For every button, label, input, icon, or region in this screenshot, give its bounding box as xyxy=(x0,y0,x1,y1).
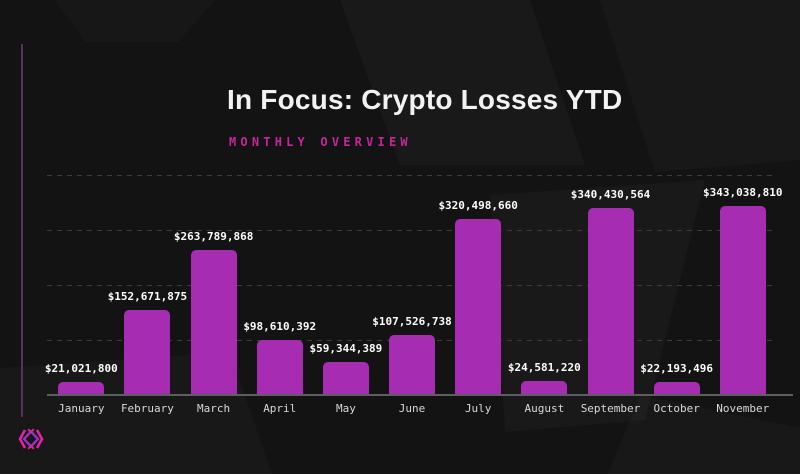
x-axis-label: September xyxy=(580,402,641,415)
bar-value-label: $340,430,564 xyxy=(570,188,651,201)
bar-value-label: $24,581,220 xyxy=(507,361,581,374)
x-axis-label: July xyxy=(464,402,492,415)
bar-july xyxy=(455,219,502,394)
x-axis-label: February xyxy=(120,402,174,415)
x-axis-label: November xyxy=(716,402,770,415)
bar-january xyxy=(58,382,105,394)
gridline xyxy=(47,230,776,231)
x-axis-label: March xyxy=(197,402,231,415)
bar-april xyxy=(256,340,303,394)
x-axis-label: January xyxy=(58,402,105,415)
bar-may xyxy=(322,362,369,394)
x-axis-label: April xyxy=(263,402,297,415)
bar-value-label: $21,021,800 xyxy=(44,362,118,375)
bar-value-label: $59,344,389 xyxy=(309,342,383,355)
bar-value-label: $320,498,660 xyxy=(438,199,518,212)
chart-title: In Focus: Crypto Losses YTD xyxy=(227,84,623,115)
brand-logo-icon xyxy=(18,428,44,450)
x-axis-label: August xyxy=(524,402,565,415)
bar-june xyxy=(389,335,436,394)
gridline xyxy=(47,285,776,286)
bar-october xyxy=(653,382,700,394)
x-axis-label: June xyxy=(398,402,426,415)
bar-august xyxy=(521,381,568,394)
bar-february xyxy=(124,310,171,394)
x-axis-line xyxy=(47,394,793,396)
bar-value-label: $98,610,392 xyxy=(243,320,317,333)
bar-value-label: $22,193,496 xyxy=(640,362,714,375)
bar-value-label: $152,671,875 xyxy=(107,290,188,303)
chart-subtitle: MONTHLY OVERVIEW xyxy=(229,135,412,149)
bar-value-label: $107,526,738 xyxy=(372,315,452,328)
gridline xyxy=(47,175,776,176)
bar-march xyxy=(190,250,237,394)
bar-november xyxy=(719,206,766,394)
x-axis-label: October xyxy=(653,402,700,415)
bar-september xyxy=(587,208,634,394)
bar-value-label: $263,789,868 xyxy=(173,230,254,243)
left-accent-line xyxy=(21,44,23,417)
x-axis-label: May xyxy=(335,402,356,415)
bar-value-label: $343,038,810 xyxy=(703,186,783,199)
